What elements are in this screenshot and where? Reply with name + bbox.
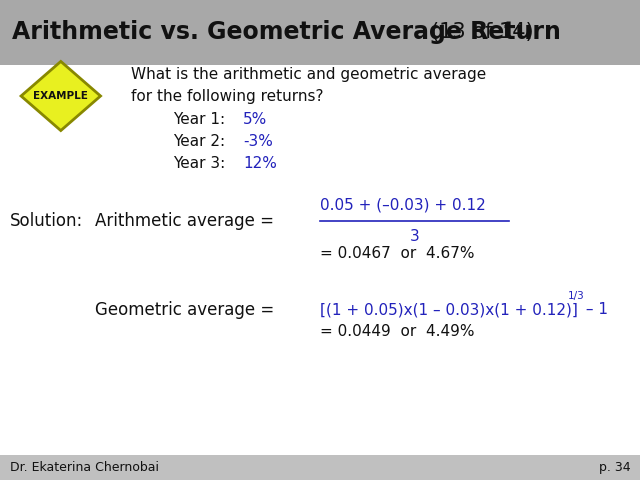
Text: Solution:: Solution:	[10, 212, 83, 230]
Text: EXAMPLE: EXAMPLE	[33, 91, 88, 101]
Text: = 0.0449  or  4.49%: = 0.0449 or 4.49%	[320, 324, 474, 339]
Text: 5%: 5%	[243, 112, 268, 128]
Text: -3%: -3%	[243, 134, 273, 149]
Polygon shape	[21, 61, 100, 131]
Text: Arithmetic vs. Geometric Average Return: Arithmetic vs. Geometric Average Return	[12, 20, 561, 44]
Text: = 0.0467  or  4.67%: = 0.0467 or 4.67%	[320, 246, 474, 261]
Text: What is the arithmetic and geometric average: What is the arithmetic and geometric ave…	[131, 67, 486, 82]
Text: p. 34: p. 34	[599, 461, 630, 474]
Text: 12%: 12%	[243, 156, 277, 171]
Text: (13 of 14): (13 of 14)	[431, 23, 533, 42]
Text: Dr. Ekaterina Chernobai: Dr. Ekaterina Chernobai	[10, 461, 159, 474]
FancyBboxPatch shape	[0, 0, 640, 65]
Text: [(1 + 0.05)x(1 – 0.03)x(1 + 0.12)]: [(1 + 0.05)x(1 – 0.03)x(1 + 0.12)]	[320, 302, 578, 317]
Text: Year 3:: Year 3:	[173, 156, 225, 171]
Text: 1/3: 1/3	[568, 291, 584, 301]
Text: Geometric average =: Geometric average =	[95, 300, 274, 319]
Text: for the following returns?: for the following returns?	[131, 88, 324, 104]
FancyBboxPatch shape	[0, 455, 640, 480]
Text: 3: 3	[410, 228, 420, 244]
Text: Year 1:: Year 1:	[173, 112, 225, 128]
Text: Arithmetic average =: Arithmetic average =	[95, 212, 274, 230]
Text: – 1: – 1	[581, 302, 608, 317]
Text: Year 2:: Year 2:	[173, 134, 225, 149]
Text: 0.05 + (–0.03) + 0.12: 0.05 + (–0.03) + 0.12	[320, 198, 486, 213]
